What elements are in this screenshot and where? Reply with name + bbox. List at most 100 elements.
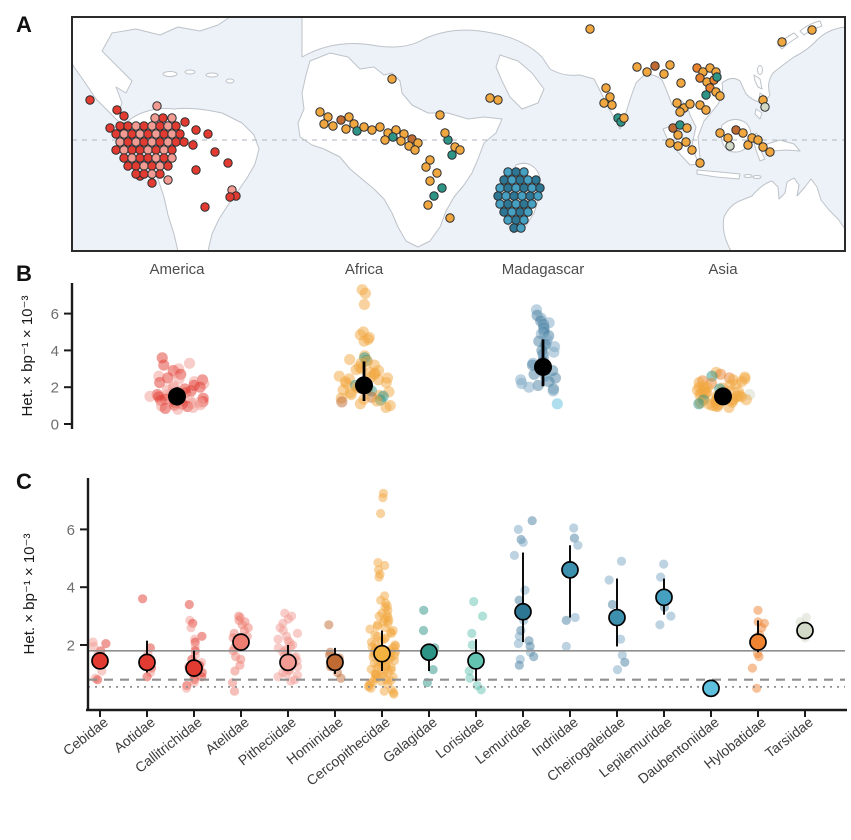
data-point — [757, 623, 767, 633]
data-point — [467, 640, 477, 650]
data-point — [273, 634, 283, 644]
mean-dot — [608, 608, 626, 627]
map-sample-dot — [527, 183, 537, 193]
map-sample-dot — [495, 183, 505, 193]
map-sample-dot — [601, 83, 611, 93]
land-philippines — [753, 74, 763, 90]
land-arabia — [495, 54, 545, 110]
data-point — [655, 620, 665, 630]
map-sample-dot — [131, 137, 141, 147]
data-point — [532, 379, 544, 391]
data-point — [476, 685, 486, 695]
map-sample-dot — [210, 147, 220, 157]
mean-dot — [185, 659, 203, 677]
map-sample-dot — [517, 191, 527, 201]
map-sample-dot — [437, 183, 447, 193]
map-sample-dot — [619, 113, 629, 123]
map-sample-dot — [743, 140, 753, 150]
data-point — [336, 396, 348, 408]
data-point — [715, 368, 727, 380]
map-sample-dot — [511, 183, 521, 193]
data-point — [183, 357, 196, 369]
data-point — [561, 615, 571, 626]
group-indriidae — [561, 523, 583, 652]
map-sample-dot — [493, 191, 503, 201]
map-sample-dot — [515, 175, 525, 185]
map-sample-dot — [111, 129, 121, 139]
land-caribbean-island — [225, 78, 235, 84]
map-sample-dot — [387, 74, 397, 84]
map-sample-dot — [191, 125, 201, 135]
y-tick-label: 4 — [51, 343, 59, 360]
data-point — [514, 660, 524, 670]
map-sample-dot — [105, 123, 115, 133]
map-sample-dot — [523, 175, 533, 185]
map-sample-dot — [738, 128, 748, 138]
data-point — [607, 599, 618, 610]
data-point — [286, 676, 296, 686]
mean-dot — [373, 644, 391, 663]
map-sample-dot — [632, 62, 642, 72]
map-sample-dot — [151, 145, 161, 155]
data-point — [573, 540, 583, 550]
data-point — [186, 623, 196, 633]
map-sample-dot — [163, 161, 173, 171]
map-sample-dot — [328, 121, 338, 131]
map-sample-dot — [135, 129, 145, 139]
data-point — [612, 665, 623, 675]
map-sample-dot — [143, 129, 153, 139]
land-taiwan — [757, 65, 763, 75]
map-sample-dot — [115, 137, 125, 147]
data-point — [184, 599, 194, 610]
data-point — [345, 389, 357, 401]
mean-dot — [467, 652, 485, 670]
land-lesser-sunda — [743, 174, 753, 178]
data-point — [358, 335, 370, 347]
map-sample-dot — [223, 158, 233, 168]
map-sample-dot — [765, 147, 775, 157]
data-point — [740, 394, 752, 406]
mean-dot — [326, 653, 344, 672]
data-point — [527, 516, 537, 526]
data-point — [514, 631, 524, 641]
map-sample-dot — [511, 199, 521, 209]
map-sample-dot — [807, 25, 817, 35]
data-point — [551, 398, 563, 410]
map-sample-dot — [175, 129, 185, 139]
map-sample-dot — [155, 169, 165, 179]
map-sample-dot — [135, 153, 145, 163]
map-sample-dot — [388, 132, 398, 142]
map-sample-dot — [501, 191, 511, 201]
map-sample-dot — [760, 102, 770, 112]
data-point — [389, 689, 399, 699]
land-lesser-sunda — [752, 175, 762, 179]
y-tick-label: 2 — [51, 380, 59, 397]
data-point — [93, 675, 103, 685]
mean-dot — [138, 653, 156, 672]
data-point — [281, 669, 291, 679]
data-point — [693, 398, 705, 410]
map-sample-dot — [507, 175, 517, 185]
map-sample-dot — [511, 215, 521, 225]
data-point — [747, 663, 758, 673]
data-point — [181, 683, 192, 693]
map-sample-dot — [723, 133, 733, 143]
map-sample-dot — [425, 176, 435, 186]
mean-dot — [655, 588, 673, 607]
map-sample-dot — [163, 175, 173, 185]
mean-dot — [91, 652, 109, 670]
map-sample-dot — [150, 113, 160, 123]
map-sample-dot — [147, 137, 157, 147]
data-point — [194, 381, 206, 393]
map-sample-dots — [85, 24, 817, 233]
mean-dot — [232, 633, 250, 651]
mean-dot — [168, 387, 186, 406]
map-sample-dot — [585, 24, 595, 34]
data-point — [523, 381, 535, 393]
map-sample-dot — [323, 112, 333, 122]
data-point — [616, 556, 627, 566]
map-sample-dot — [147, 178, 157, 188]
data-point — [513, 639, 524, 649]
map-sample-dot — [167, 129, 177, 139]
data-point — [469, 597, 479, 607]
